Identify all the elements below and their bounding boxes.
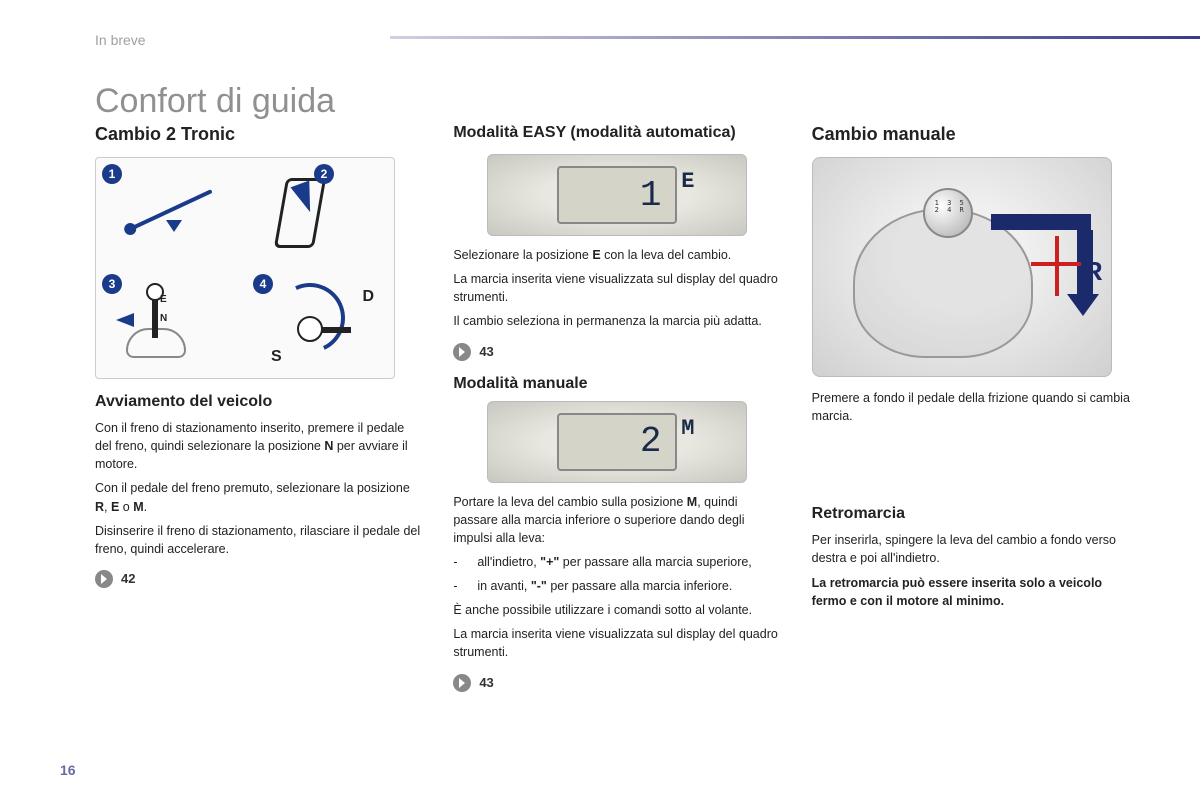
col2-subheading: Modalità manuale [453,375,781,393]
reverse-cross-v-icon [1055,236,1059,296]
key-icon [297,316,323,342]
col1-heading: Cambio 2 Tronic [95,124,423,145]
lcd-easy-display: 1 E [487,154,747,236]
col2-li1: -all'indietro, "+" per passare alla marc… [453,553,781,571]
reverse-arrow-tip-icon [1067,294,1099,316]
ref-42: 42 [95,570,423,588]
lever-stick-icon [152,298,158,338]
t: M [687,495,697,509]
col1-p1: Con il freno di stazionamento inserito, … [95,419,423,473]
col3-subheading: Retromarcia [812,505,1140,523]
t: . [144,500,147,514]
col3-p3: La retromarcia può essere inserita solo … [812,574,1140,610]
col2-p5: È anche possibile utilizzare i comandi s… [453,601,781,619]
t: Con il pedale del freno premuto, selezio… [95,481,410,495]
col3-heading: Cambio manuale [812,124,1140,145]
lever-label-n: N [160,313,167,324]
t: all'indietro, [477,555,540,569]
reverse-cross-h-icon [1031,262,1081,266]
page-title: Confort di guida [95,82,335,121]
t: per passare alla marcia superiore, [559,555,751,569]
ref-num: 43 [479,675,493,690]
t: "+" [540,555,559,569]
t: Selezionare la posizione [453,248,592,262]
badge-4: 4 [253,274,273,294]
t: Portare la leva del cambio sulla posizio… [453,495,686,509]
dash: - [453,553,477,571]
ref-icon [95,570,113,588]
t: E [592,248,600,262]
step-2-pedal: 2 [245,158,394,268]
ignition-s-label: S [271,348,282,366]
spacer [812,431,1140,491]
step-1-handbrake: 1 [96,158,245,268]
step-3-lever: 3 E N [96,268,245,378]
col1-subheading: Avviamento del veicolo [95,393,423,411]
t: , [104,500,111,514]
ref-43a: 43 [453,343,781,361]
lcd-manual-value: 2 [557,413,677,471]
t: in avanti, [477,579,531,593]
lcd-manual-letter: M [681,416,694,441]
badge-3: 3 [102,274,122,294]
t: "-" [531,579,547,593]
ref-icon [453,343,471,361]
content-columns: Cambio 2 Tronic 1 2 3 E N [95,124,1140,700]
t: N [324,439,333,453]
tronic-4step-diagram: 1 2 3 E N 4 D [95,157,395,379]
ref-43b: 43 [453,674,781,692]
gear-pattern: 1 3 5 2 4 R [935,200,966,214]
handbrake-arrow-icon [166,220,182,232]
ref-icon [453,674,471,692]
col2-p3: Il cambio seleziona in permanenza la mar… [453,312,781,330]
ref-num: 43 [479,344,493,359]
col1-p2: Con il pedale del freno premuto, selezio… [95,479,423,515]
badge-1: 1 [102,164,122,184]
t: per passare alla marcia inferiore. [547,579,733,593]
manual-gearbox-diagram: 1 3 5 2 4 R R [812,157,1112,377]
lcd-easy-value: 1 [557,166,677,224]
t: R [95,500,104,514]
col1-p3: Disinserire il freno di stazionamento, r… [95,522,423,558]
lcd-manual-display: 2 M [487,401,747,483]
column-1: Cambio 2 Tronic 1 2 3 E N [95,124,423,700]
badge-2: 2 [314,164,334,184]
t: 2 4 R [935,207,966,214]
col3-p2: Per inserirla, spingere la leva del camb… [812,531,1140,567]
reverse-arrow-icon [991,214,1091,230]
col2-heading: Modalità EASY (modalità automatica) [453,124,781,142]
column-2: Modalità EASY (modalità automatica) 1 E … [453,124,781,700]
header-accent-bar [390,36,1200,39]
col2-p1: Selezionare la posizione E con la leva d… [453,246,781,264]
col2-p6: La marcia inserita viene visualizzata su… [453,625,781,661]
ref-num: 42 [121,571,135,586]
section-label: In breve [95,32,146,48]
col2-li2: -in avanti, "-" per passare alla marcia … [453,577,781,595]
t: con la leva del cambio. [601,248,732,262]
page-number: 16 [60,762,76,778]
lever-arrow-icon [116,313,134,327]
column-3: Cambio manuale 1 3 5 2 4 R R Premere a f… [812,124,1140,700]
col3-p1: Premere a fondo il pedale della frizione… [812,389,1140,425]
ignition-d-label: D [362,288,374,306]
t: La retromarcia può essere inserita solo … [812,576,1102,608]
t: o [119,500,133,514]
t: M [133,500,143,514]
step-4-ignition: 4 D S [245,268,394,378]
col2-p2: La marcia inserita viene visualizzata su… [453,270,781,306]
dash: - [453,577,477,595]
lcd-easy-letter: E [681,169,694,194]
reverse-r-label: R [1084,256,1103,287]
lever-label-e: E [160,294,167,305]
col2-p4: Portare la leva del cambio sulla posizio… [453,493,781,547]
